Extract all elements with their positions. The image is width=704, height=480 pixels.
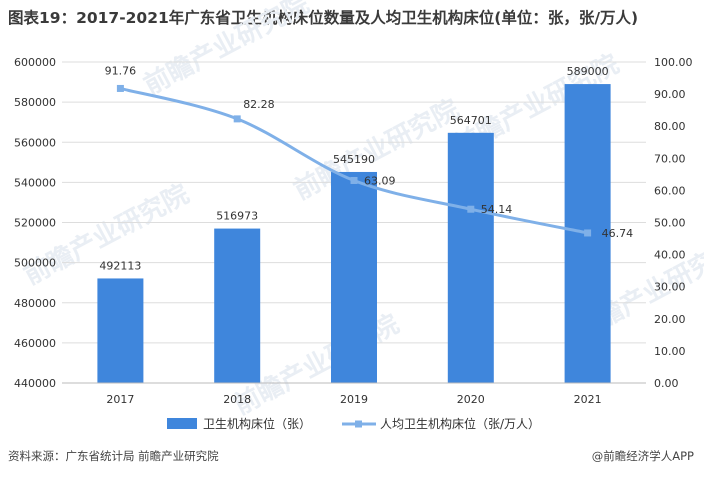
y-right-tick-label: 100.00 — [654, 56, 693, 69]
bar — [97, 278, 144, 383]
legend-bar-label: 卫生机构床位（张） — [203, 416, 311, 431]
y-left-tick-label: 520000 — [14, 217, 56, 230]
y-left-tick-label: 580000 — [14, 96, 56, 109]
line-data-label: 82.28 — [243, 98, 275, 111]
y-right-tick-label: 20.00 — [654, 313, 686, 326]
x-tick-label: 2019 — [340, 393, 368, 406]
line-marker — [116, 84, 124, 92]
bar-data-label: 492113 — [99, 259, 141, 272]
y-left-tick-label: 600000 — [14, 56, 56, 69]
line-data-label: 91.76 — [105, 64, 137, 77]
y-right-tick-label: 50.00 — [654, 217, 686, 230]
source-note: 资料来源：广东省统计局 前瞻产业研究院 — [8, 449, 219, 463]
y-left-tick-label: 500000 — [14, 257, 56, 270]
y-left-tick-label: 540000 — [14, 176, 56, 189]
bar-data-label: 516973 — [216, 210, 258, 223]
y-right-tick-label: 0.00 — [654, 377, 679, 390]
bar — [214, 228, 261, 383]
legend-bar-swatch — [167, 418, 197, 429]
y-left-tick-label: 480000 — [14, 297, 56, 310]
credit-note: @前瞻经济学人APP — [591, 449, 694, 463]
line-marker — [233, 115, 241, 123]
y-right-tick-label: 30.00 — [654, 281, 686, 294]
x-tick-label: 2021 — [574, 393, 602, 406]
line-data-label: 54.14 — [481, 203, 513, 216]
legend-line-marker — [355, 420, 362, 428]
watermark-text: 前瞻产业研究院 — [19, 178, 194, 291]
y-right-tick-label: 60.00 — [654, 184, 686, 197]
bar — [447, 132, 494, 383]
y-right-tick-label: 80.00 — [654, 120, 686, 133]
line-marker — [350, 176, 358, 184]
line-marker — [467, 205, 475, 213]
chart-title: 图表19：2017-2021年广东省卫生机构床位数量及人均卫生机构床位(单位：张… — [8, 9, 639, 27]
y-left-tick-label: 560000 — [14, 136, 56, 149]
y-right-tick-label: 90.00 — [654, 88, 686, 101]
y-left-tick-label: 460000 — [14, 337, 56, 350]
watermark-text: 前瞻产业研究院 — [139, 0, 314, 101]
bar-data-label: 589000 — [567, 65, 609, 78]
line-data-label: 63.09 — [364, 174, 396, 187]
bar-data-label: 545190 — [333, 153, 375, 166]
x-tick-label: 2018 — [223, 393, 251, 406]
line-marker — [584, 229, 592, 237]
y-right-tick-label: 40.00 — [654, 249, 686, 262]
legend-line-label: 人均卫生机构床位（张/万人） — [380, 416, 540, 431]
y-right-tick-label: 70.00 — [654, 152, 686, 165]
bar-data-label: 564701 — [450, 114, 492, 127]
y-left-tick-label: 440000 — [14, 377, 56, 390]
line-data-label: 46.74 — [602, 227, 634, 240]
bar — [331, 171, 377, 383]
y-right-tick-label: 10.00 — [654, 345, 686, 358]
x-tick-label: 2017 — [106, 393, 134, 406]
x-tick-label: 2020 — [457, 393, 485, 406]
